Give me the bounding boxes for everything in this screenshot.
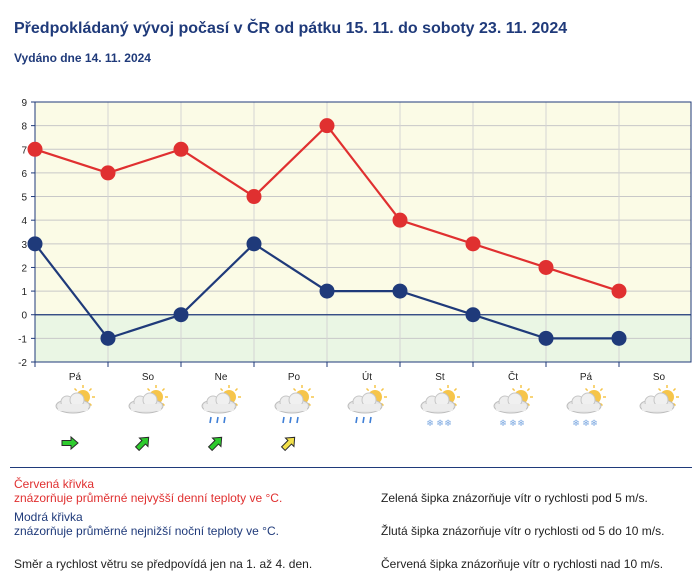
- svg-text:❄: ❄: [590, 419, 598, 429]
- data-point-min: [100, 330, 116, 346]
- svg-text:❄: ❄: [517, 419, 525, 429]
- legend-green-arrow: Zelená šipka znázorňuje vítr o rychlosti…: [381, 491, 648, 505]
- x-tick-label: So: [653, 372, 666, 383]
- y-tick-label: 8: [21, 122, 27, 133]
- data-point-max: [100, 165, 116, 181]
- data-point-min: [611, 330, 627, 346]
- legend-red-arrow: Červená šipka znázorňuje vítr o rychlost…: [381, 557, 664, 571]
- data-point-min: [319, 283, 335, 299]
- x-tick-label: Po: [288, 372, 301, 383]
- sun-cloud-icon: [128, 385, 168, 414]
- data-point-max: [27, 141, 43, 157]
- sun-cloud-rain-icon: [347, 385, 387, 424]
- x-tick-label: Ne: [215, 372, 228, 383]
- sun-cloud-icon: [55, 385, 95, 414]
- data-point-min: [465, 307, 481, 323]
- svg-text:❄: ❄: [572, 419, 580, 429]
- y-tick-label: 4: [21, 216, 27, 227]
- svg-text:❄: ❄: [444, 419, 452, 429]
- y-tick-label: 1: [21, 287, 27, 298]
- wind-arrow-icon: [207, 436, 223, 452]
- y-tick-label: 7: [21, 145, 27, 156]
- data-point-max: [465, 236, 481, 252]
- data-point-min: [27, 236, 43, 252]
- y-tick-label: -2: [18, 358, 27, 369]
- y-tick-label: 0: [21, 311, 27, 322]
- legend-blue-title: Modrá křivka: [14, 510, 83, 524]
- sun-cloud-snow-icon: ❄ ❄ ❄: [566, 385, 606, 429]
- wind-arrow-icon: [134, 436, 150, 452]
- y-tick-label: -1: [18, 334, 27, 345]
- wind-arrow-icon: [61, 435, 79, 451]
- y-tick-label: 3: [21, 240, 27, 251]
- issued-date: Vydáno dne 14. 11. 2024: [14, 51, 151, 65]
- y-tick-label: 2: [21, 263, 27, 274]
- legend-blue-desc: znázorňuje průměrné nejnižší noční teplo…: [14, 524, 279, 538]
- sun-cloud-rain-icon: [274, 385, 314, 424]
- svg-text:❄: ❄: [499, 419, 507, 429]
- data-point-max: [173, 141, 189, 157]
- data-point-max: [246, 189, 262, 205]
- plot-frame: [34, 101, 692, 363]
- legend-yellow-arrow: Žlutá šipka znázorňuje vítr o rychlosti …: [381, 524, 665, 538]
- page-title: Předpokládaný vývoj počasí v ČR od pátku…: [14, 20, 568, 37]
- legend-wind-note: Směr a rychlost větru se předpovídá jen …: [14, 557, 313, 571]
- data-point-max: [611, 283, 627, 299]
- data-point-max: [319, 118, 335, 134]
- y-tick-label: 6: [21, 169, 27, 180]
- sun-cloud-snow-icon: ❄ ❄ ❄: [420, 385, 460, 429]
- sun-cloud-icon: [639, 385, 679, 414]
- data-point-min: [246, 236, 262, 252]
- wind-arrow-icon: [280, 436, 296, 452]
- data-point-max: [392, 212, 408, 228]
- sun-cloud-snow-icon: ❄ ❄ ❄: [493, 385, 533, 429]
- y-tick-label: 9: [21, 98, 27, 109]
- svg-text:❄: ❄: [436, 419, 444, 429]
- data-point-min: [538, 330, 554, 346]
- legend-red-desc: znázorňuje průměrné nejvyšší denní teplo…: [14, 491, 283, 505]
- x-tick-label: Pá: [69, 372, 82, 383]
- legend-red-title: Červená křivka: [14, 477, 95, 491]
- svg-text:❄: ❄: [426, 419, 434, 429]
- x-tick-label: St: [435, 372, 445, 383]
- sun-cloud-rain-icon: [201, 385, 241, 424]
- x-tick-label: So: [142, 372, 155, 383]
- svg-text:❄: ❄: [509, 419, 517, 429]
- data-point-min: [392, 283, 408, 299]
- x-tick-label: Čt: [508, 370, 518, 383]
- x-tick-label: Út: [362, 370, 372, 383]
- x-tick-label: Pá: [580, 372, 593, 383]
- data-point-max: [538, 259, 554, 275]
- y-tick-label: 5: [21, 193, 27, 204]
- data-point-min: [173, 307, 189, 323]
- svg-text:❄: ❄: [582, 419, 590, 429]
- legend-separator: [10, 467, 692, 468]
